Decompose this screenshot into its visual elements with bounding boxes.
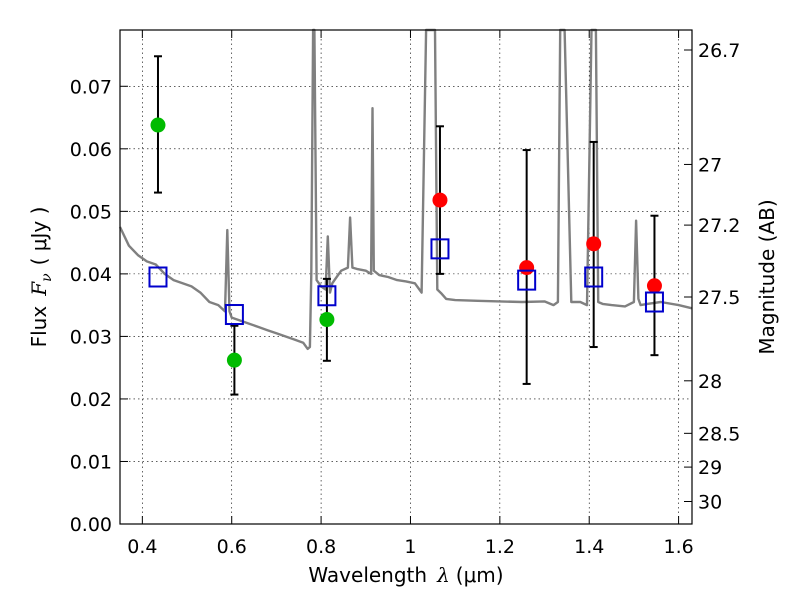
y2-tick-label: 27.5 bbox=[698, 287, 740, 309]
x-tick-label: 0.6 bbox=[217, 536, 247, 558]
data-point bbox=[586, 236, 602, 252]
y-tick-label: 0.00 bbox=[70, 514, 112, 536]
model-point bbox=[224, 304, 244, 326]
data-point bbox=[646, 278, 662, 294]
model-point bbox=[584, 266, 604, 288]
y2-axis-label: Magnitude (AB) bbox=[755, 199, 779, 354]
y2-tick-label: 29 bbox=[698, 457, 722, 479]
y-tick-label: 0.05 bbox=[70, 201, 112, 223]
x-tick-label: 1.4 bbox=[574, 536, 604, 558]
model-point bbox=[317, 285, 337, 307]
y2-tick-label: 26.7 bbox=[698, 40, 740, 62]
data-point bbox=[226, 352, 242, 368]
x-tick-label: 0.4 bbox=[127, 536, 157, 558]
tick-labels: 0.4 0.6 0.8 1 1.2 1.4 1.6 0.00 0.01 0.02 0.03 0.04 0… bbox=[70, 40, 741, 558]
model-point bbox=[148, 266, 168, 288]
data-point bbox=[432, 192, 448, 208]
y2-tick-label: 30 bbox=[698, 491, 722, 513]
model-point bbox=[644, 291, 664, 313]
x-axis-label: Wavelength λ (μm) bbox=[308, 563, 503, 587]
x-tick-label: 1.2 bbox=[485, 536, 515, 558]
y-tick-label: 0.01 bbox=[70, 451, 112, 473]
data-point bbox=[519, 260, 535, 276]
plot-frame bbox=[119, 29, 693, 525]
y-tick-label: 0.06 bbox=[70, 139, 112, 161]
y2-tick-label: 27 bbox=[698, 154, 722, 176]
data-point bbox=[319, 312, 335, 328]
model-point bbox=[517, 269, 537, 291]
y2-tick-label: 27.2 bbox=[698, 215, 740, 237]
x-tick-label: 1.6 bbox=[663, 536, 693, 558]
x-tick-label: 1 bbox=[404, 536, 416, 558]
y-tick-label: 0.03 bbox=[70, 326, 112, 348]
y2-tick-label: 28.5 bbox=[698, 423, 740, 445]
points-layer bbox=[148, 117, 664, 368]
y-tick-label: 0.07 bbox=[70, 76, 112, 98]
data-point bbox=[150, 117, 166, 133]
y-axis-label: FluxFν( μJy ) bbox=[27, 207, 55, 348]
x-tick-label: 0.8 bbox=[306, 536, 336, 558]
y-tick-label: 0.04 bbox=[70, 264, 112, 286]
y2-tick-label: 28 bbox=[698, 371, 722, 393]
ticks bbox=[120, 30, 692, 525]
y-tick-label: 0.02 bbox=[70, 389, 112, 411]
model-point bbox=[430, 238, 450, 260]
